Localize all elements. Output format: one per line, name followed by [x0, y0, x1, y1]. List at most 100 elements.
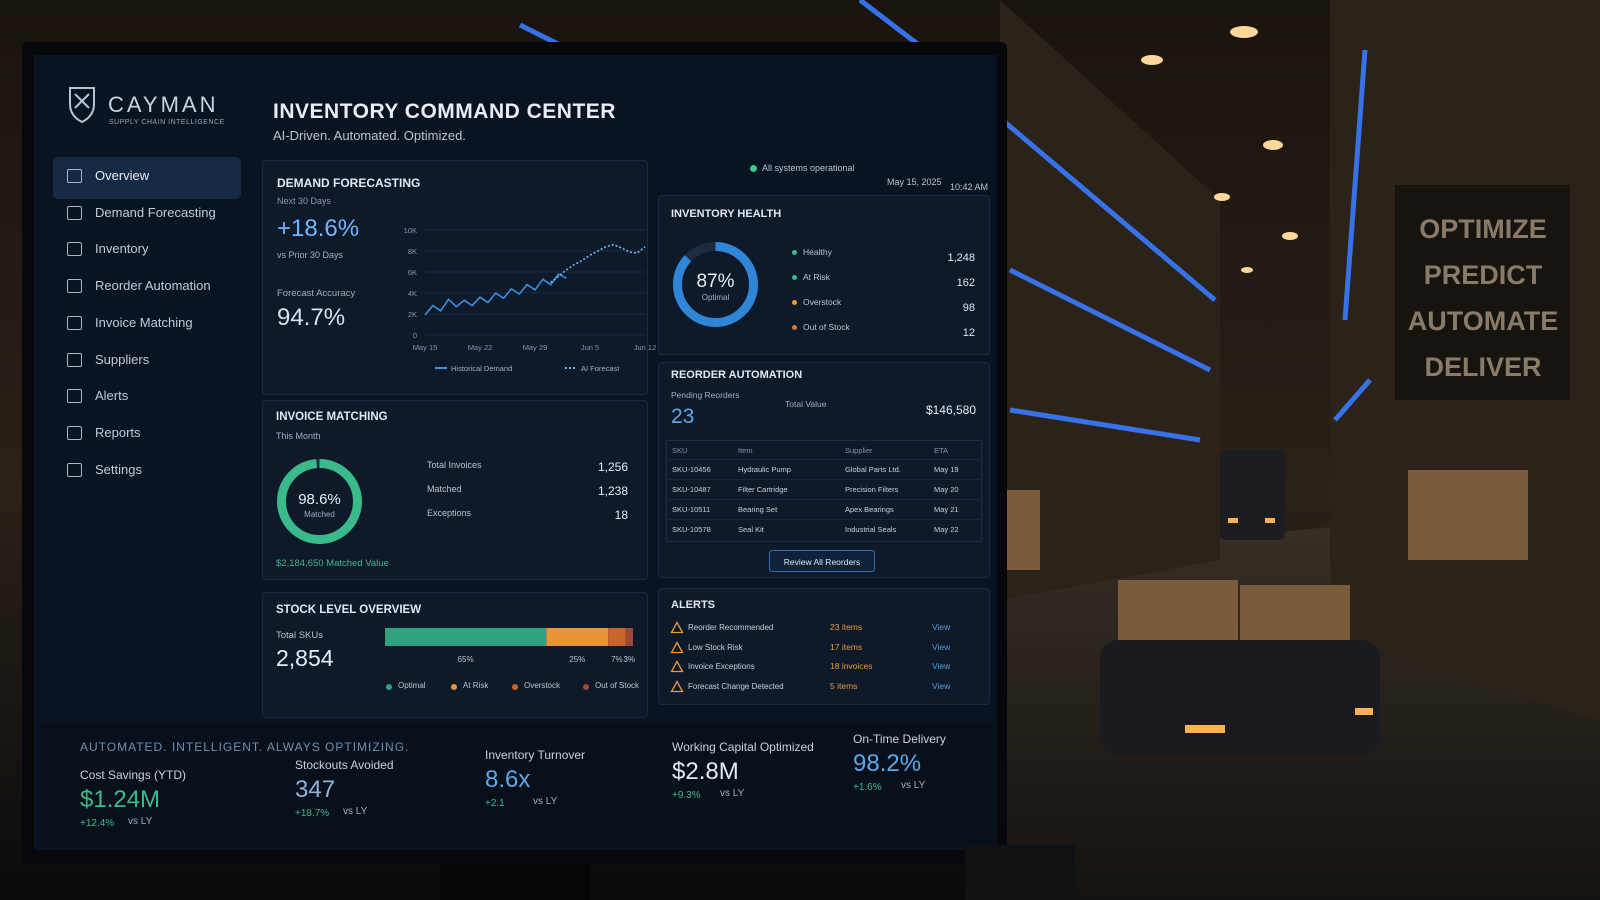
- footer-tagline: AUTOMATED. INTELLIGENT. ALWAYS OPTIMIZIN…: [80, 740, 410, 754]
- table-row-line: [667, 519, 981, 520]
- nav-icon: [67, 205, 82, 220]
- alert-action[interactable]: View: [932, 680, 951, 691]
- invoice-gauge: 98.6% Matched: [277, 459, 362, 544]
- health-value: 1,248: [947, 252, 975, 264]
- total-label: Total Value: [785, 399, 827, 409]
- change: +18.6%: [277, 215, 360, 242]
- total-label: Total SKUs: [276, 630, 323, 641]
- legend-label: Optimal: [398, 681, 426, 690]
- brand-tagline: SUPPLY CHAIN INTELLIGENCE: [109, 119, 225, 126]
- table-cell: May 22: [934, 525, 959, 534]
- legend-dot: [512, 684, 518, 690]
- ceiling-lamps: [1282, 232, 1298, 240]
- segment-label: 7%: [611, 655, 623, 664]
- nav-item[interactable]: Inventory: [95, 241, 149, 257]
- table-cell: SKU-10456: [672, 465, 711, 474]
- series-line: [550, 243, 646, 284]
- health-label: At Risk: [803, 272, 830, 282]
- legend-label: At Risk: [463, 681, 489, 690]
- legend-dot: [583, 684, 589, 690]
- change-note: vs Prior 30 Days: [277, 250, 344, 260]
- pending-label: Pending Reorders: [671, 390, 740, 400]
- alerts-panel: [658, 588, 990, 705]
- nav-item[interactable]: Settings: [95, 461, 142, 477]
- x-tick-label: May 15: [413, 343, 438, 352]
- table-cell: SKU-10578: [672, 525, 711, 534]
- table-cell: SKU-10487: [672, 485, 711, 494]
- x-tick-label: May 29: [523, 343, 548, 352]
- alert-icon: [670, 621, 684, 634]
- header-date: May 15, 2025: [887, 177, 942, 187]
- shelf-lights: [1009, 407, 1201, 443]
- health-value: 98: [962, 302, 975, 314]
- nav-icon: [67, 352, 82, 367]
- table-cell: Seal Kit: [738, 525, 764, 534]
- table-cell: Apex Bearings: [845, 505, 894, 514]
- y-tick-label: 0: [413, 331, 417, 340]
- robot-vehicle: [1220, 450, 1285, 540]
- table-cell: Filter Cartridge: [738, 485, 788, 494]
- legend-label: Out of Stock: [595, 681, 640, 690]
- ceiling-lamps: [1141, 26, 1298, 273]
- robot-vehicle: [1185, 725, 1225, 733]
- table-cell: Industrial Seals: [845, 525, 897, 534]
- stock-segment: [608, 628, 626, 646]
- nav-item[interactable]: Overview: [95, 168, 150, 183]
- panel-title: ALERTS: [671, 599, 715, 611]
- alert-count: 17 items: [830, 641, 863, 652]
- nav-icon: [67, 242, 82, 257]
- logo: [74, 93, 90, 109]
- stat-value: 1,256: [597, 460, 628, 474]
- stock-bar: 65% 25% 7% 3%: [385, 628, 635, 664]
- y-tick-label: 2K: [408, 310, 417, 319]
- stat-value: 1,238: [597, 484, 628, 498]
- legend-label: Historical Demand: [451, 364, 512, 373]
- brand-name: CAYMAN: [108, 92, 219, 117]
- alert-action[interactable]: View: [932, 641, 951, 652]
- page-subtitle: AI-Driven. Automated. Optimized.: [273, 128, 466, 143]
- gauge-caption: Matched: [304, 510, 335, 519]
- stat-label: Total Invoices: [427, 460, 482, 470]
- kpi-value: 98.2%: [853, 750, 922, 777]
- shelf-lights: [1008, 267, 1212, 373]
- kpi-change: +1.6%: [853, 782, 882, 793]
- sign-line: OPTIMIZE: [1419, 214, 1547, 244]
- panel-title: INVENTORY HEALTH: [671, 208, 782, 220]
- kpi-change: +9.3%: [672, 790, 701, 801]
- alert-icon: [670, 679, 684, 692]
- alert-icon: [670, 640, 684, 653]
- wall-sign: [1395, 185, 1570, 400]
- stock-segment: [385, 628, 547, 646]
- table-header: ETA: [934, 446, 949, 455]
- accuracy: 94.7%: [277, 304, 346, 331]
- nav-item[interactable]: Reports: [95, 424, 141, 440]
- y-tick-label: 10K: [404, 226, 417, 235]
- table-cell: Global Parts Ltd.: [845, 465, 901, 474]
- y-tick-label: 4K: [408, 289, 417, 298]
- alert-action[interactable]: View: [932, 622, 951, 632]
- coffee-mug: [965, 845, 1075, 900]
- legend-label: Overstock: [524, 681, 561, 690]
- alert-label: Invoice Exceptions: [688, 662, 755, 671]
- table-cell: SKU-10511: [672, 505, 711, 514]
- alert-label: Low Stock Risk: [688, 642, 743, 652]
- ceiling-lamps: [1214, 193, 1230, 201]
- gauge-arc: [277, 459, 362, 544]
- nav-item[interactable]: Demand Forecasting: [95, 204, 216, 220]
- review-button[interactable]: Review All Reorders: [769, 550, 875, 572]
- health-label: Healthy: [803, 247, 832, 257]
- table-header: Item: [738, 446, 753, 455]
- legend-label: AI Forecast: [581, 364, 620, 373]
- nav-item[interactable]: Alerts: [95, 388, 129, 404]
- alert-action[interactable]: View: [932, 661, 951, 671]
- boxes: [1005, 490, 1040, 570]
- panel-title: REORDER AUTOMATION: [671, 369, 803, 381]
- demand-chart: 0 2K 4K 6K 8K 10K May 15 May 22 May 29 Jun 5 Jun 1…: [404, 226, 657, 373]
- nav-item[interactable]: Reorder Automation: [95, 278, 211, 294]
- nav-icon: [67, 389, 82, 404]
- nav-item[interactable]: Suppliers: [95, 351, 150, 367]
- pending-value: 23: [671, 405, 695, 428]
- nav-item[interactable]: Invoice Matching: [95, 314, 193, 330]
- table-cell: Precision Filters: [845, 485, 899, 494]
